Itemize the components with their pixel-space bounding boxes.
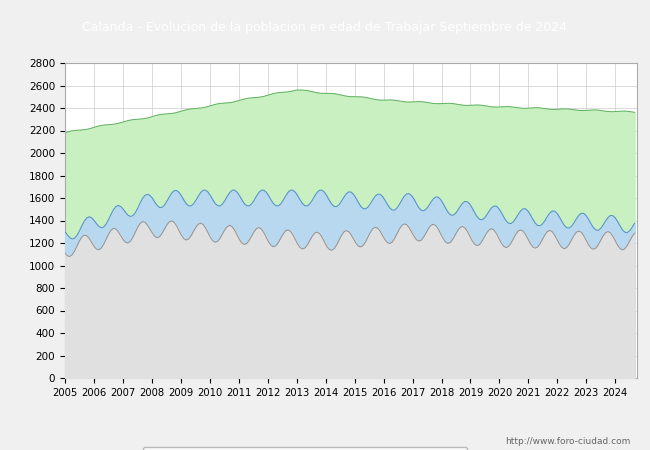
Text: http://www.foro-ciudad.com: http://www.foro-ciudad.com [505, 436, 630, 446]
Legend: Ocupados, Parados, Hab. entre 16-64: Ocupados, Parados, Hab. entre 16-64 [143, 446, 467, 450]
Text: Calanda - Evolucion de la poblacion en edad de Trabajar Septiembre de 2024: Calanda - Evolucion de la poblacion en e… [83, 21, 567, 33]
